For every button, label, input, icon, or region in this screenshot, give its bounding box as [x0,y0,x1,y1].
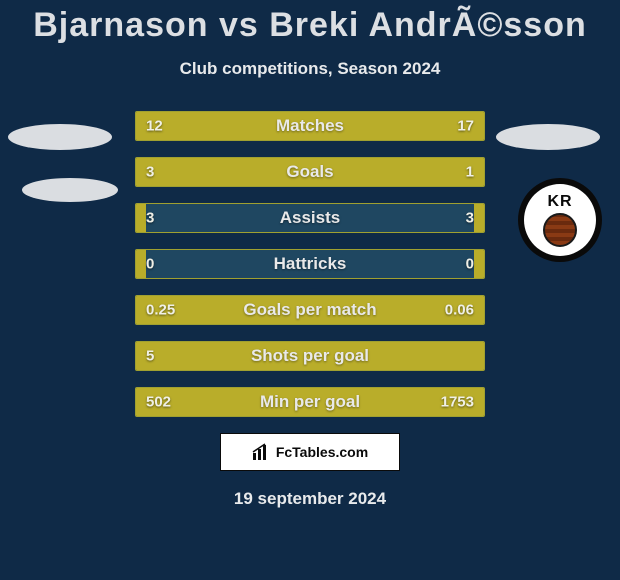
page-title: Bjarnason vs Breki AndrÃ©sson [0,0,620,45]
stat-label: Shots per goal [136,346,484,366]
stat-value-left: 0 [146,256,154,273]
stat-value-left: 502 [146,394,171,411]
stat-label: Goals [136,162,484,182]
footer-brand-label: FcTables.com [276,444,368,460]
ellipse-decor-2 [22,178,118,202]
chart-icon [252,443,270,461]
stat-row: Matches12 17 [135,111,485,141]
stat-label: Goals per match [136,300,484,320]
stat-row: Goals per match0.25 0.06 [135,295,485,325]
stat-value-left: 3 [146,210,154,227]
stats-bars-container: Matches1217Goals31Assists33Hattricks00Go… [135,111,485,417]
stat-value-right: 3 [466,210,474,227]
stat-label: Min per goal [136,392,484,412]
stat-label: Hattricks [136,254,484,274]
stat-value-right: 0 [466,256,474,273]
stat-row: Hattricks0 0 [135,249,485,279]
club-logo-ring: KR [524,184,596,256]
stat-row: Shots per goal5 [135,341,485,371]
ellipse-decor-1 [8,124,112,150]
club-logo-right: KR [518,178,602,262]
stat-value-right: 1 [466,164,474,181]
club-logo-inner: KR [533,193,587,247]
stat-label: Assists [136,208,484,228]
stat-value-right: 1753 [441,394,474,411]
footer-brand[interactable]: FcTables.com [220,433,400,471]
stat-row: Assists3 3 [135,203,485,233]
club-logo-text: KR [533,193,587,211]
ellipse-decor-3 [496,124,600,150]
stat-value-left: 0.25 [146,302,175,319]
stat-label: Matches [136,116,484,136]
stat-value-left: 3 [146,164,154,181]
page-date: 19 september 2024 [0,489,620,509]
stat-value-right: 17 [457,118,474,135]
stat-row: Min per goal502 1753 [135,387,485,417]
club-logo-ball-icon [543,213,577,247]
stat-value-right: 0.06 [445,302,474,319]
page-subtitle: Club competitions, Season 2024 [0,59,620,79]
stat-row: Goals3 1 [135,157,485,187]
stat-value-left: 12 [146,118,163,135]
stat-value-left: 5 [146,348,154,365]
